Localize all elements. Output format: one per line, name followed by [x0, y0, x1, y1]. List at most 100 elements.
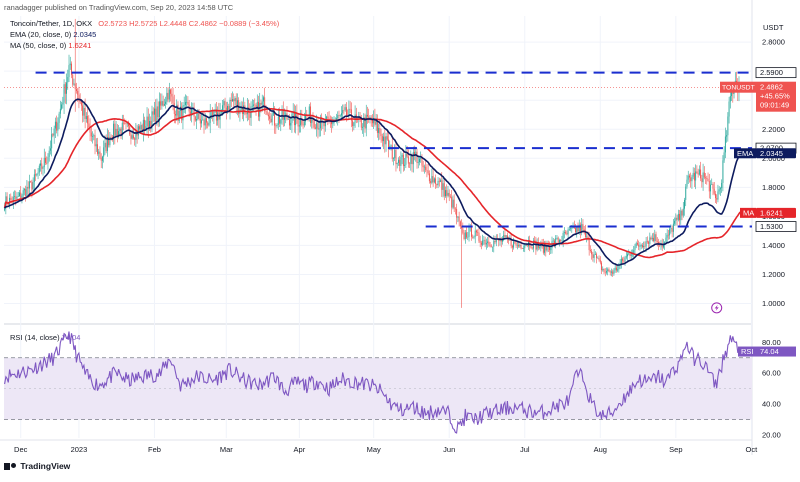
candle-body: [570, 228, 572, 230]
symbol-tag-name: TONUSDT: [722, 85, 755, 92]
candle-body: [339, 115, 341, 117]
candle-body: [625, 256, 627, 258]
candle-body: [546, 245, 548, 251]
candle-body: [692, 172, 694, 177]
candle-body: [393, 158, 394, 159]
candle-body: [229, 99, 231, 110]
candle-body: [681, 210, 683, 216]
candle-body: [87, 116, 89, 124]
candle-body: [550, 248, 552, 251]
price-tick-label: 1.0000: [762, 299, 785, 308]
candle-body: [682, 208, 684, 216]
candle-body: [584, 230, 586, 238]
candle-body: [191, 108, 193, 116]
candle-body: [536, 242, 538, 250]
candle-body: [552, 240, 554, 242]
candle-body: [353, 122, 355, 127]
candle-body: [511, 245, 513, 248]
price-tag-bg: [756, 81, 796, 112]
candle-body: [461, 226, 463, 229]
candle-body: [167, 92, 169, 100]
candle-body: [519, 244, 521, 247]
candle-body: [417, 162, 419, 163]
candle-body: [9, 197, 11, 205]
candle-body: [513, 241, 515, 248]
candle-body: [217, 112, 219, 121]
candle-body: [160, 101, 162, 106]
candle-body: [680, 210, 682, 221]
price-tag-countdown: 09:01:49: [760, 101, 789, 110]
candle-body: [22, 190, 24, 196]
candle-body: [230, 99, 232, 102]
candle-body: [518, 244, 520, 247]
candle-body: [713, 188, 715, 194]
candle-body: [47, 156, 49, 164]
candle-body: [571, 228, 573, 229]
candle-body: [43, 157, 45, 168]
candle-body: [54, 121, 56, 129]
candle-body: [698, 169, 700, 175]
ma-legend-label: MA (50, close, 0): [10, 41, 67, 50]
candle-body: [314, 127, 316, 129]
candle-body: [451, 196, 453, 208]
candle-body: [149, 120, 150, 129]
candle-body: [92, 136, 94, 137]
candle-body: [504, 235, 506, 237]
candle-body: [61, 104, 63, 109]
candle-body: [620, 258, 622, 264]
candle-body: [646, 241, 648, 242]
candle-body: [599, 260, 601, 263]
candle-body: [722, 160, 724, 183]
candle-body: [556, 237, 558, 239]
candle-body: [90, 132, 92, 137]
candle-body: [628, 253, 630, 255]
candle-body: [95, 144, 97, 147]
candle-body: [562, 232, 564, 241]
candle-body: [728, 101, 730, 117]
candle-body: [676, 217, 678, 220]
ema-tag-value: 2.0345: [760, 149, 783, 158]
candle-body: [473, 236, 475, 238]
candle-body: [23, 189, 25, 191]
candle-body: [186, 101, 188, 103]
candle-body: [37, 172, 39, 174]
candle-body: [717, 191, 719, 200]
candle-body: [213, 110, 215, 116]
candle-body: [565, 232, 567, 234]
tradingview-logo-icon: [4, 462, 18, 471]
candle-body: [464, 232, 466, 240]
candle-body: [89, 127, 91, 133]
candle-body: [587, 236, 589, 240]
candle-body: [162, 101, 164, 106]
candle-body: [549, 246, 550, 251]
candle-body: [152, 111, 154, 115]
ohlc-values: O2.5723 H2.5725 L2.4448 C2.4862 −0.0889 …: [98, 19, 280, 28]
candle-body: [344, 107, 346, 111]
candle-body: [453, 199, 455, 209]
candle-body: [697, 173, 699, 175]
candle-body: [624, 257, 626, 262]
candle-body: [295, 112, 297, 126]
candle-body: [639, 246, 641, 247]
publisher-caption: ranadagger published on TradingView.com,…: [4, 3, 234, 12]
candle-body: [396, 162, 398, 165]
candle-body: [638, 244, 640, 247]
candle-body: [641, 244, 643, 248]
candle-body: [297, 119, 299, 127]
candle-body: [693, 172, 695, 181]
candle-body: [116, 128, 118, 137]
candle-body: [166, 92, 168, 102]
candle-body: [707, 178, 709, 182]
candle-body: [17, 196, 19, 197]
candle-body: [26, 186, 28, 197]
candle-body: [139, 126, 141, 130]
candle-body: [703, 172, 705, 178]
candle-body: [494, 240, 496, 243]
candle-body: [318, 128, 320, 130]
candle-body: [134, 138, 136, 140]
candle-body: [274, 110, 276, 126]
candle-body: [474, 230, 476, 237]
candle-body: [157, 106, 159, 118]
